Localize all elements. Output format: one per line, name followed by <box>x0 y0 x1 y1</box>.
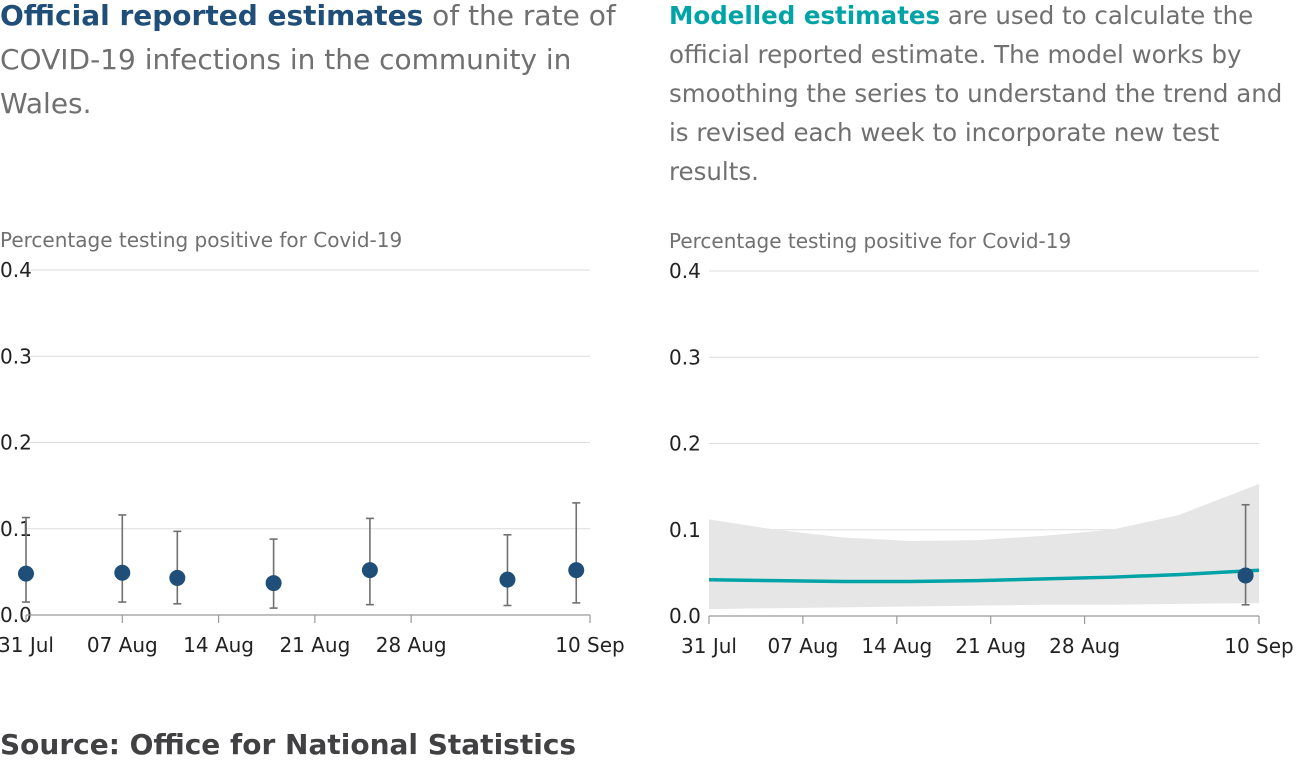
modelled-estimates-highlight: Modelled estimates <box>669 1 941 30</box>
modelled-y-tick-label: 0.4 <box>669 259 701 283</box>
official-data-point <box>114 564 131 581</box>
official-x-tick-label: 07 Aug <box>87 633 158 657</box>
official-x-tick-label: 31 Jul <box>0 633 54 657</box>
official-y-tick-label: 0.2 <box>0 431 32 455</box>
official-data-point <box>169 569 186 586</box>
official-x-tick-label: 14 Aug <box>183 633 254 657</box>
source-note: Source: Office for National Statistics <box>0 728 577 761</box>
modelled-x-tick-label: 28 Aug <box>1049 634 1120 658</box>
modelled-confidence-band <box>709 484 1259 610</box>
official-estimates-highlight: Official reported estimates <box>0 0 424 32</box>
modelled-x-tick-label: 14 Aug <box>861 634 932 658</box>
official-data-point <box>499 571 516 588</box>
left-y-axis-label: Percentage testing positive for Covid-19 <box>0 228 403 252</box>
modelled-y-tick-label: 0.3 <box>669 345 701 369</box>
official-y-tick-label: 0.1 <box>0 517 32 541</box>
official-data-point <box>361 562 378 579</box>
modelled-y-tick-label: 0.1 <box>669 518 701 542</box>
modelled-data-point <box>1237 567 1254 584</box>
modelled-x-tick-label: 31 Jul <box>681 634 737 658</box>
left-intro-rest: of the rate of COVID-19 infections in th… <box>0 0 616 120</box>
modelled-x-tick-label: 21 Aug <box>955 634 1026 658</box>
modelled-x-tick-label: 10 Sep <box>1224 634 1294 658</box>
modelled-x-tick-label: 07 Aug <box>767 634 838 658</box>
right-y-axis-label: Percentage testing positive for Covid-19 <box>669 229 1072 253</box>
right-intro-text: Modelled estimates are used to calculate… <box>669 0 1297 191</box>
modelled-y-tick-label: 0.2 <box>669 432 701 456</box>
official-y-tick-label: 0.3 <box>0 344 32 368</box>
official-estimates-chart: 0.00.10.20.30.431 Jul 07 Aug 14 Aug 21 Aug 2… <box>0 258 625 657</box>
modelled-y-tick-label: 0.0 <box>669 604 701 628</box>
official-x-tick-label: 28 Aug <box>376 633 447 657</box>
official-data-point <box>265 575 282 592</box>
official-data-point <box>568 562 585 579</box>
official-y-tick-label: 0.4 <box>0 258 32 282</box>
official-data-point <box>18 565 34 582</box>
modelled-estimates-chart: 0.0 0.1 0.2 0.3 0.4 31 Jul 07 Aug 14 Aug 21 Aug 2… <box>669 259 1294 658</box>
official-x-tick-label: 10 Sep <box>555 633 625 657</box>
official-x-tick-label: 21 Aug <box>279 633 350 657</box>
modelled-modelled-line <box>708 568 1260 584</box>
left-intro-text: Official reported estimates of the rate … <box>0 0 620 126</box>
right-intro-rest: are used to calculate the official repor… <box>669 1 1283 186</box>
